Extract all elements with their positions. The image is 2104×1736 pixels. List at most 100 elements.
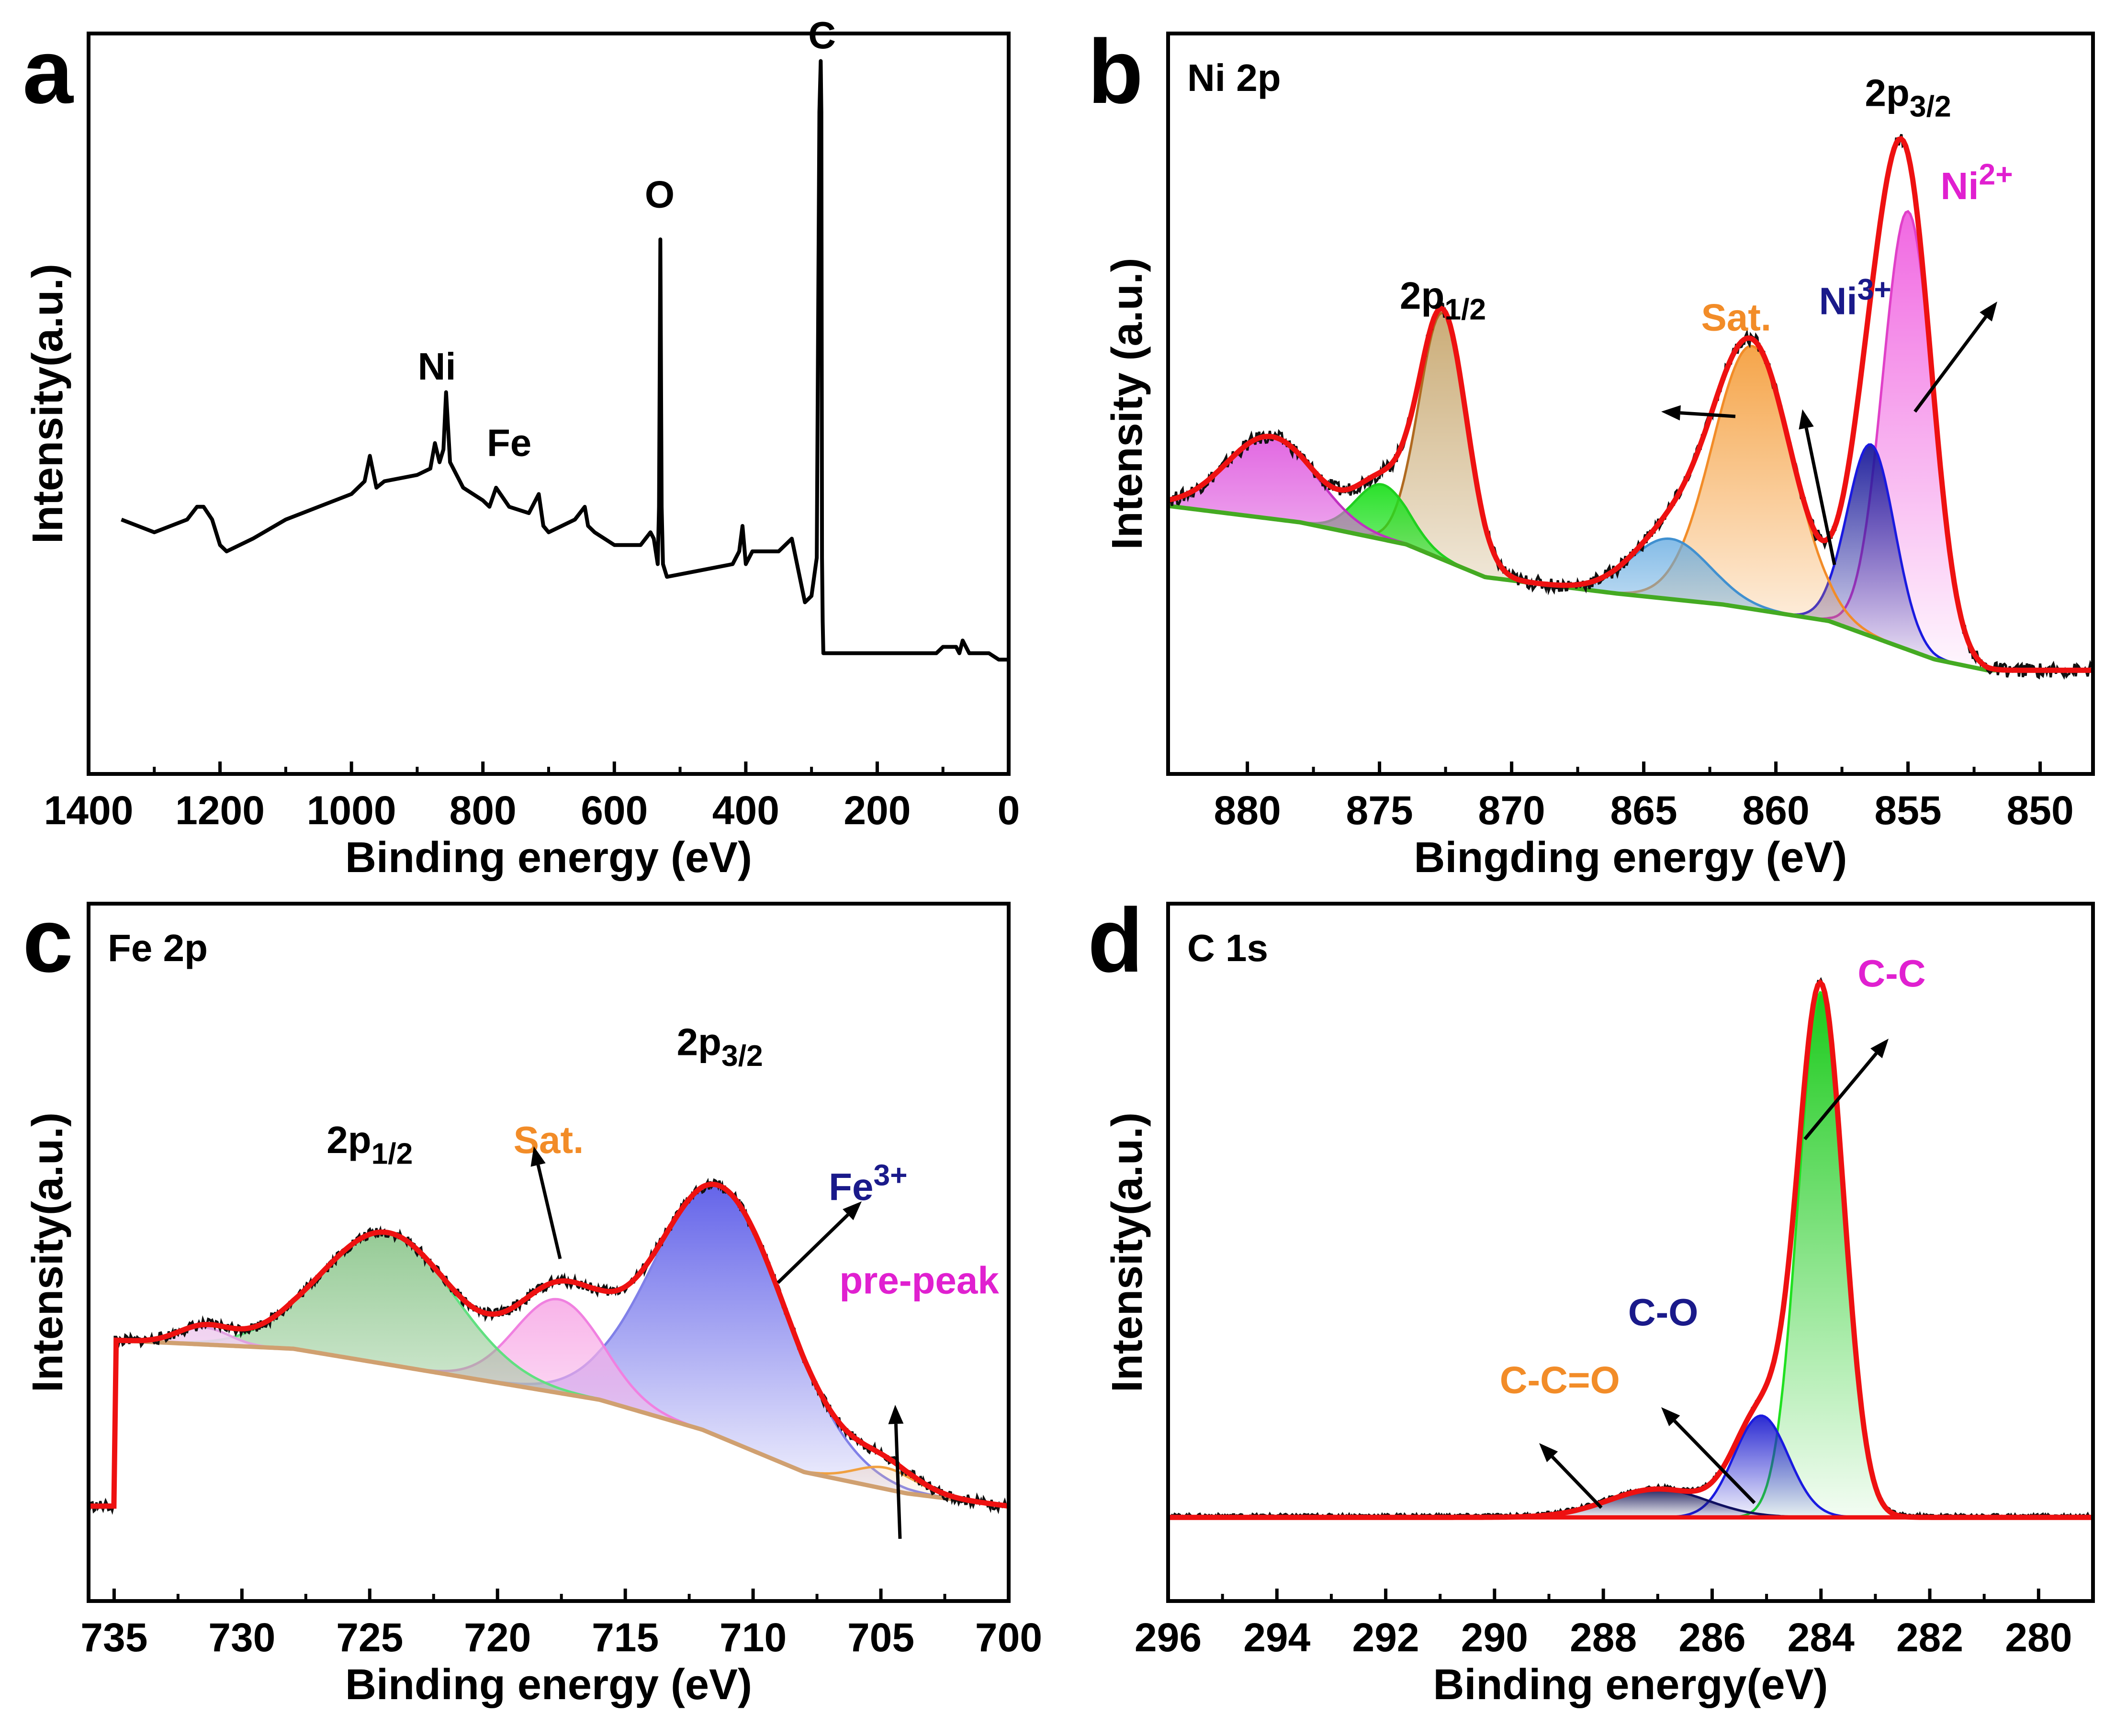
panel-letter-c: c [23, 890, 73, 991]
x-tick-label: 294 [1243, 1615, 1310, 1660]
annotation-arrow-4-head [843, 1201, 862, 1221]
x-tick-label: 288 [1570, 1615, 1637, 1660]
component-fill-2 [89, 1232, 1009, 1506]
x-tick-label: 1000 [307, 788, 396, 833]
component-fill-0 [89, 1184, 1009, 1506]
x-tick-label: 290 [1461, 1615, 1528, 1660]
panel-title-b: Ni 2p [1187, 56, 1281, 99]
x-tick-label: 1400 [44, 788, 134, 833]
x-tick-label: 292 [1352, 1615, 1419, 1660]
annotation-arrow-4-shaft [776, 1213, 849, 1284]
x-tick-label: 735 [80, 1615, 147, 1660]
annotation-label-0: C [808, 14, 836, 56]
x-axis-label: Bingding energy (eV) [1414, 834, 1847, 882]
annotation-label-1: C-O [1628, 1291, 1699, 1333]
x-tick-label: 850 [2007, 788, 2074, 833]
component-fill-6 [1168, 436, 2093, 671]
annotation-arrow-3-shaft [536, 1165, 562, 1259]
annotation-arrow-5-shaft [894, 1423, 902, 1539]
x-tick-label: 710 [720, 1615, 787, 1660]
background-line [1168, 504, 2093, 672]
component-fill-0 [1168, 211, 2093, 671]
x-tick-label: 725 [336, 1615, 403, 1660]
annotation-arrow-1-head [1799, 409, 1814, 430]
annotation-arrow-5-head [888, 1405, 904, 1424]
x-tick-label: 600 [581, 788, 648, 833]
x-axis-label: Binding energy(eV) [1433, 1661, 1828, 1709]
component-fill-0 [1168, 992, 2093, 1518]
component-fill-3 [1168, 506, 2093, 671]
x-axis-label: Binding energy (eV) [345, 834, 752, 882]
annotation-arrow-0-shaft [1680, 411, 1736, 418]
x-tick-label: 705 [847, 1615, 914, 1660]
annotation-label-4: Ni2+ [1941, 158, 2013, 207]
x-tick-label: 1200 [175, 788, 265, 833]
annotation-label-1: 2p1/2 [1400, 274, 1486, 326]
y-axis-label: Intensity(a.u.) [1103, 1112, 1151, 1392]
x-tick-label: 730 [208, 1615, 275, 1660]
x-axis-label: Binding energy (eV) [345, 1661, 752, 1709]
envelope-line [1168, 135, 2093, 673]
component-fill-1 [89, 1299, 1009, 1506]
panel-d: d 296 294 292 290 288 286 284 282 280 Binding ener… [1088, 890, 2095, 1709]
x-tick-label: 200 [844, 788, 911, 833]
annotation-arrow-6-head [1870, 1039, 1889, 1058]
x-tick-label: 875 [1346, 788, 1413, 833]
panel-letter-a: a [23, 21, 74, 123]
background-line [89, 1338, 1009, 1509]
panel-a: a 1400 1200 1000 800 600 400 200 0 Binding energy… [23, 14, 1020, 882]
annotation-arrow-7-head [1661, 1407, 1680, 1426]
plot-frame-a [87, 32, 1011, 776]
panel-b: b 880 875 870 865 860 855 850 Bingding energy (e… [1088, 21, 2095, 882]
plot-frame-c [87, 902, 1011, 1603]
x-tick-label: 865 [1610, 788, 1677, 833]
annotation-arrow-2-shaft [1913, 315, 1987, 413]
annotation-arrow-1-shaft [1804, 427, 1836, 565]
annotation-arrow-8-head [1539, 1443, 1558, 1462]
y-axis-label: Intensity(a.u.) [24, 264, 72, 544]
x-tick-label: 800 [450, 788, 517, 833]
annotation-label-4: pre-peak [839, 1259, 999, 1301]
component-fill-1 [1168, 444, 2093, 671]
x-tick-label: 400 [712, 788, 779, 833]
arrows [530, 302, 1997, 1539]
annotation-label-3: Fe3+ [829, 1159, 908, 1208]
component-line-0 [1168, 991, 2093, 1519]
annotation-label-2: Sat. [1701, 296, 1771, 339]
envelope-line [89, 1181, 1009, 1509]
plot-area-d [1168, 977, 2093, 1520]
x-tick-label: 880 [1214, 788, 1281, 833]
annotation-label-0: 2p3/2 [1865, 71, 1951, 123]
component-fill-2 [1168, 1489, 2093, 1518]
survey-line [121, 59, 1009, 662]
x-tick-label: 700 [975, 1615, 1042, 1660]
y-axis-label: Intensity (a.u.) [1103, 258, 1151, 549]
annotation-label-1: O [645, 173, 675, 216]
panel-letter-b: b [1088, 21, 1143, 123]
x-tick-label: 860 [1743, 788, 1810, 833]
x-tick-label: 286 [1678, 1615, 1745, 1660]
component-fill-5 [1168, 484, 2093, 671]
panel-title-c: Fe 2p [108, 927, 208, 969]
plot-area-b [1168, 134, 2093, 680]
x-tick-label: 855 [1875, 788, 1942, 833]
annotation-arrow-2-head [1980, 302, 1997, 322]
panel-letter-d: d [1088, 890, 1143, 991]
x-tick-label: 720 [464, 1615, 531, 1660]
x-tick-label: 0 [998, 788, 1020, 833]
plot-frame-b [1166, 32, 2095, 776]
annotation-arrow-7-shaft [1673, 1420, 1756, 1504]
x-tick-label: 296 [1135, 1615, 1202, 1660]
annotation-label-1: 2p1/2 [326, 1119, 413, 1170]
component-fill-4 [89, 1340, 1009, 1506]
annotation-label-2: C-C=O [1500, 1359, 1620, 1401]
annotation-label-0: 2p3/2 [677, 1021, 763, 1073]
annotation-label-3: Ni3+ [1819, 273, 1891, 322]
plot-area-c [89, 1177, 1009, 1515]
x-tick-label: 280 [2005, 1615, 2072, 1660]
annotation-label-2: Ni [418, 345, 456, 388]
annotation-arrow-6-shaft [1803, 1052, 1878, 1141]
panel-title-d: C 1s [1187, 927, 1268, 969]
annotation-label-0: C-C [1857, 952, 1925, 995]
